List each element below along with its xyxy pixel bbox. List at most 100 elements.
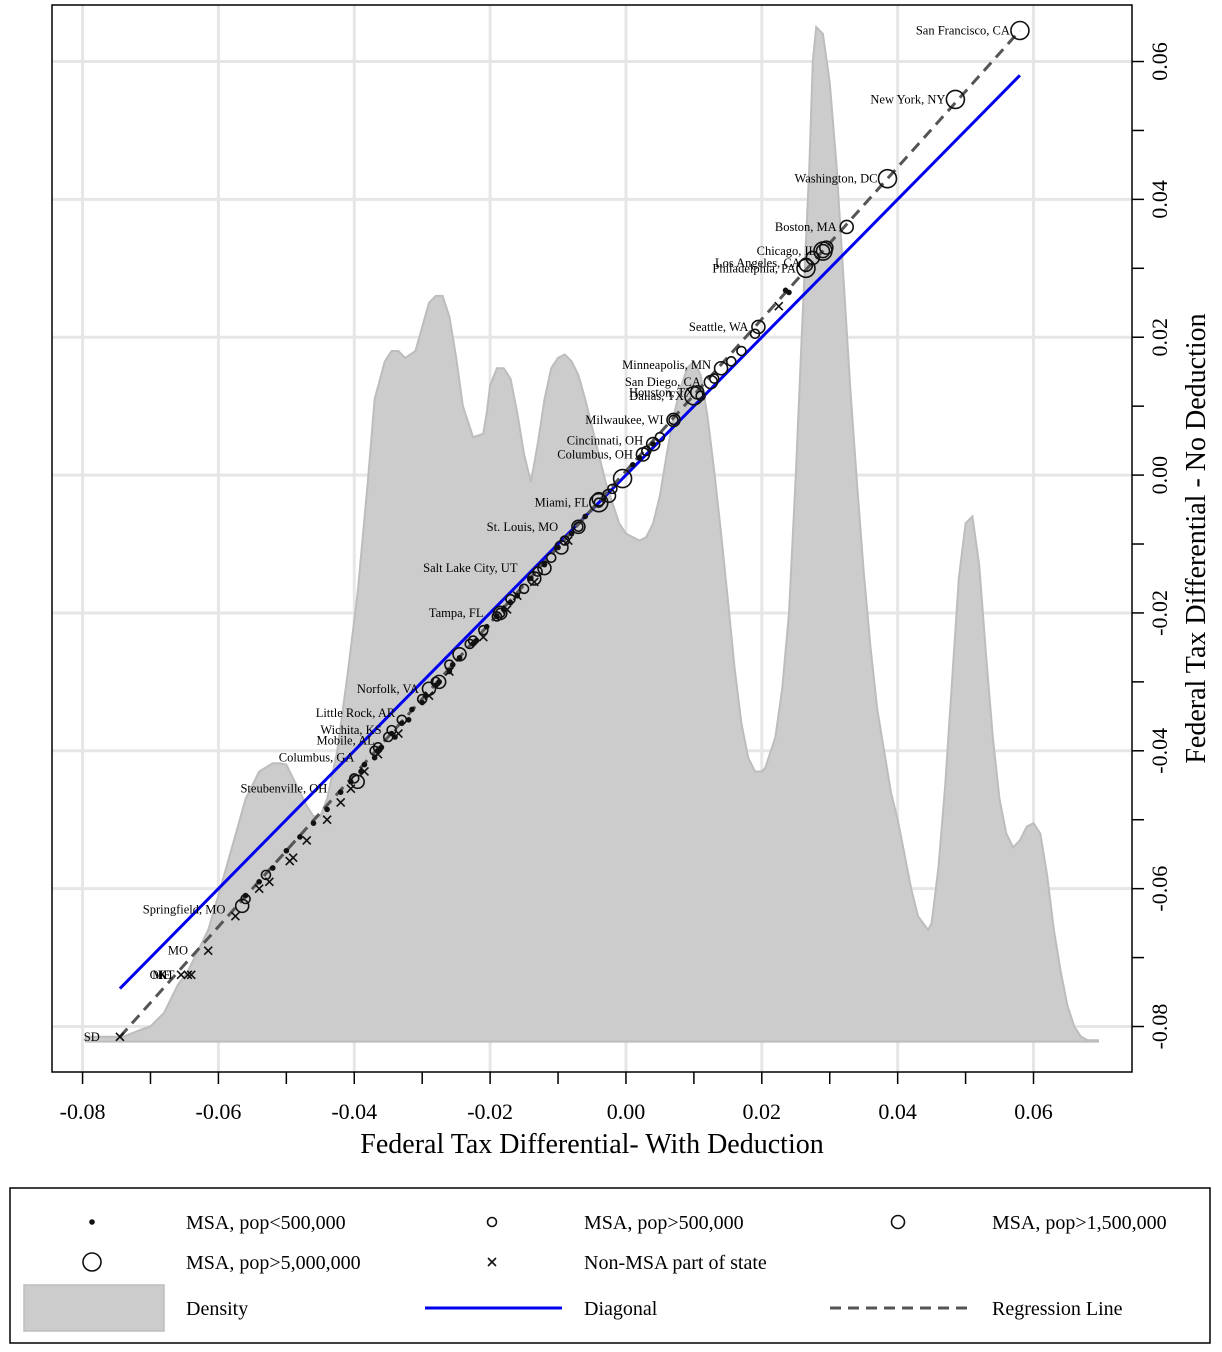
data-point <box>444 659 455 670</box>
point-label: San Diego, CA <box>625 375 701 389</box>
data-point <box>424 691 434 701</box>
data-point <box>310 820 317 826</box>
data-point <box>813 241 833 261</box>
data-point <box>708 373 720 384</box>
data-point <box>601 488 617 504</box>
legend-label: MSA, pop<500,000 <box>186 1212 346 1234</box>
data-point <box>1010 20 1030 41</box>
data-point <box>234 898 250 914</box>
x-stroke <box>186 970 196 980</box>
y-axis: -0.08 -0.06 -0.04 -0.02 0.00 0.02 0.04 0.06 <box>1132 42 1172 1049</box>
point-label: ME <box>152 968 171 982</box>
y-axis-title: Federal Tax Differential - No Deduction <box>1181 313 1212 763</box>
x-stroke <box>285 856 295 866</box>
legend-item: MSA, pop>1,500,000 <box>890 1212 1167 1234</box>
data-point <box>256 878 262 885</box>
data-point <box>815 243 831 259</box>
y-tick-label: 0.06 <box>1147 42 1172 81</box>
point-label: Chicago, IL <box>757 244 817 258</box>
data-point <box>495 607 506 619</box>
x-stroke <box>478 632 488 642</box>
data-point <box>478 624 489 636</box>
point-label: Washington, DC <box>794 172 877 186</box>
point-label: Cincinnati, OH <box>567 434 643 448</box>
data-point <box>452 646 467 662</box>
x-stroke <box>373 749 383 759</box>
x-stroke <box>563 536 573 546</box>
legend-label: MSA, pop>1,500,000 <box>992 1212 1167 1234</box>
data-point <box>350 774 365 790</box>
data-point <box>203 946 213 956</box>
data-point <box>689 385 705 400</box>
y-tick-label: 0.04 <box>1147 180 1172 219</box>
data-point <box>725 356 737 367</box>
data-point <box>591 491 607 507</box>
data-point <box>713 360 729 376</box>
x-stroke <box>336 797 346 808</box>
x-stroke <box>529 577 539 587</box>
point-label: Milwaukee, WI <box>585 413 663 427</box>
x-stroke <box>346 784 356 794</box>
legend-dot-symbol <box>89 1219 95 1225</box>
data-point <box>526 571 542 586</box>
data-point <box>666 412 681 428</box>
x-tick-label: -0.02 <box>467 1099 513 1124</box>
data-point <box>254 884 264 894</box>
x-stroke <box>444 666 454 677</box>
x-stroke <box>502 604 512 615</box>
data-point <box>545 552 557 564</box>
legend-item: Density <box>23 1284 248 1332</box>
x-stroke <box>254 884 264 894</box>
data-point <box>588 492 609 513</box>
legend-label: Diagonal <box>584 1298 658 1320</box>
point-label: Miami, FL <box>535 496 589 510</box>
legend-box <box>9 1187 1211 1344</box>
legend-label: Regression Line <box>992 1298 1123 1320</box>
data-point <box>456 654 463 661</box>
data-point <box>736 345 747 357</box>
data-point <box>512 591 522 601</box>
x-axis: -0.08 -0.06 -0.04 -0.02 0.00 0.02 0.04 0.06 <box>60 1072 1053 1124</box>
x-tick-label: 0.06 <box>1014 1099 1053 1124</box>
x-stroke <box>359 766 370 777</box>
point-label: KT <box>158 968 175 982</box>
data-point <box>554 540 569 555</box>
data-point <box>467 635 479 646</box>
data-point <box>409 706 415 713</box>
data-point <box>416 693 428 705</box>
point-label: OK <box>150 968 168 982</box>
y-tick-label: 0.00 <box>1147 456 1172 495</box>
x-stroke <box>203 946 213 956</box>
data-point <box>629 461 636 468</box>
data-point <box>346 784 356 794</box>
data-point <box>264 877 274 887</box>
data-point <box>819 240 834 255</box>
data-point <box>945 89 966 110</box>
point-label: Tampa, FL <box>429 606 484 620</box>
point-label: Little Rock, AR <box>316 706 396 720</box>
data-point <box>478 632 488 642</box>
data-point <box>373 749 383 759</box>
legend-item: MSA, pop<500,000 <box>89 1212 346 1234</box>
data-point <box>396 714 408 726</box>
data-point <box>805 250 821 266</box>
legend-item: MSA, pop>5,000,000 <box>82 1252 361 1274</box>
data-point <box>505 593 516 605</box>
x-stroke <box>264 877 274 887</box>
data-point <box>337 789 344 795</box>
data-point <box>695 390 706 402</box>
data-point <box>297 834 303 840</box>
point-label: Los Angeles, CA <box>715 256 801 270</box>
point-label: Springfield, MO <box>143 902 226 916</box>
data-point <box>635 447 651 462</box>
data-point <box>361 761 368 768</box>
x-tick-label: -0.06 <box>196 1099 242 1124</box>
point-label: Norfolk, VA <box>357 682 419 696</box>
data-point <box>650 441 656 447</box>
point-label: MO <box>168 944 188 958</box>
point-label: Salt Lake City, UT <box>423 561 518 575</box>
data-point <box>839 219 855 235</box>
legend-label: MSA, pop>5,000,000 <box>186 1252 361 1274</box>
data-point <box>571 519 586 535</box>
